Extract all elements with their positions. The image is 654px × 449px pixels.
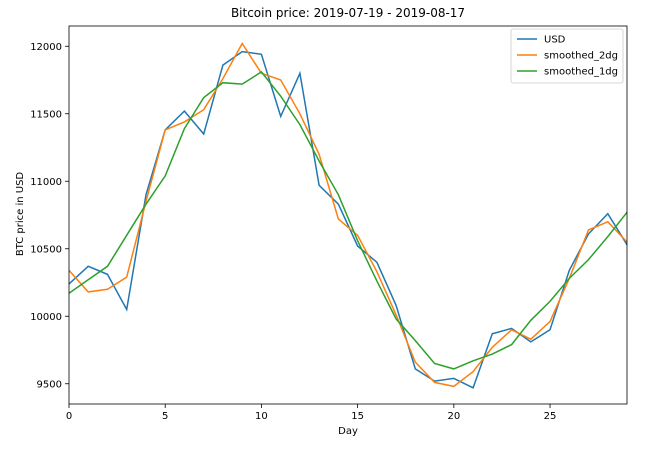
x-tick-label: 0 (66, 411, 72, 422)
y-axis: 9500 10000 10500 11000 11500 12000 (30, 42, 69, 390)
y-tick-label: 11000 (30, 177, 62, 188)
x-axis: 0 5 10 15 20 25 (66, 404, 557, 422)
x-axis-label: Day (338, 426, 358, 437)
y-tick-label: 11500 (30, 109, 62, 120)
y-tick-label: 10000 (30, 312, 62, 323)
series-line-smoothed-1dg (68, 70, 628, 370)
y-tick-label: 9500 (37, 379, 62, 390)
plot-frame (68, 25, 628, 405)
y-tick-label: 10500 (30, 244, 62, 255)
legend-label: USD (544, 35, 566, 46)
plot-area (68, 42, 628, 389)
x-tick-label: 5 (162, 411, 168, 422)
x-tick-label: 25 (544, 411, 557, 422)
legend-box (510, 28, 624, 84)
x-tick-label: 15 (351, 411, 364, 422)
legend-label: smoothed_1dg (544, 67, 618, 78)
x-tick-label: 10 (255, 411, 268, 422)
series-line-usd (68, 50, 628, 389)
y-tick-label: 12000 (30, 42, 62, 53)
y-axis-label: BTC price in USD (15, 172, 26, 257)
legend: USD smoothed_2dg smoothed_1dg (510, 28, 624, 84)
legend-label: smoothed_2dg (544, 51, 618, 62)
chart-title: Bitcoin price: 2019-07-19 - 2019-08-17 (231, 6, 465, 20)
x-tick-label: 20 (447, 411, 460, 422)
series-line-smoothed-2dg (68, 42, 628, 388)
